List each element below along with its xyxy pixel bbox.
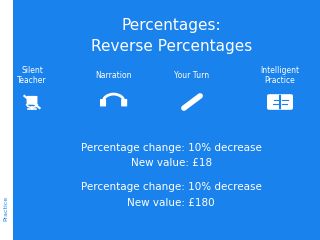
FancyBboxPatch shape — [0, 0, 13, 240]
Text: Percentage change: 10% decrease: Percentage change: 10% decrease — [81, 143, 262, 153]
FancyBboxPatch shape — [27, 96, 37, 105]
Text: Reverse Percentages: Reverse Percentages — [91, 39, 252, 54]
FancyBboxPatch shape — [100, 99, 106, 107]
Text: New value: £180: New value: £180 — [127, 198, 215, 208]
Text: New value: £18: New value: £18 — [131, 158, 212, 168]
FancyBboxPatch shape — [267, 94, 281, 110]
FancyBboxPatch shape — [279, 94, 293, 110]
Text: Intelligent
Practice: Intelligent Practice — [260, 66, 300, 85]
Text: Practice: Practice — [3, 196, 8, 221]
Text: Silent
Teacher: Silent Teacher — [17, 66, 47, 85]
Text: Narration: Narration — [95, 71, 132, 80]
Text: Percentage change: 10% decrease: Percentage change: 10% decrease — [81, 182, 262, 192]
Text: Percentages:: Percentages: — [121, 18, 221, 33]
Text: Your Turn: Your Turn — [174, 71, 210, 80]
Polygon shape — [184, 105, 188, 108]
FancyBboxPatch shape — [121, 99, 127, 107]
